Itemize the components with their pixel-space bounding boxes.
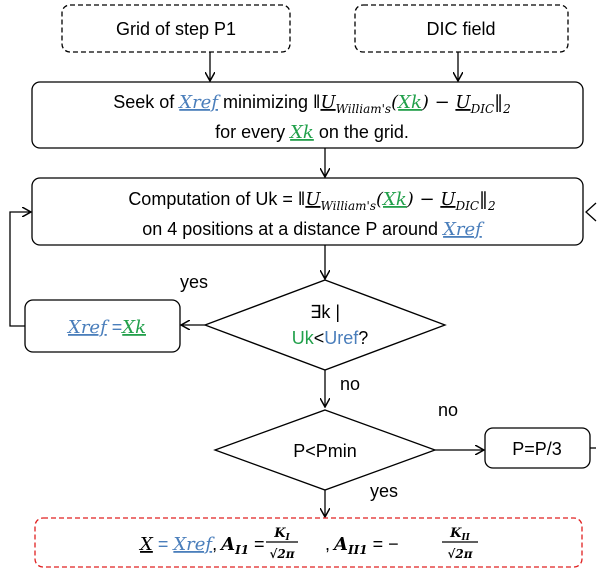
text-part: Xk [396, 92, 422, 113]
text-part: , [325, 534, 330, 554]
fraction-den: √2π [269, 547, 294, 561]
process-box [31, 81, 584, 149]
text-part: ‖ [494, 92, 503, 113]
result-text: X = Xref, AI1 = [115, 534, 280, 557]
edge-label: no [340, 374, 360, 394]
input-box [354, 4, 569, 53]
text-part: U [455, 92, 471, 113]
text-part: Seek of [113, 92, 179, 112]
text-part: Xref [171, 534, 215, 555]
edge-label: yes [180, 272, 208, 292]
node-text: for every Xk on the grid. [190, 122, 424, 143]
node-text: P<Pmin [293, 441, 357, 461]
text-part: II1 [347, 543, 368, 557]
text-part: DIC [454, 199, 479, 213]
text-part: Uref [324, 328, 359, 348]
text-part: = − [373, 534, 399, 554]
text-part: I [285, 533, 291, 543]
loop-arrowhead [585, 202, 597, 222]
text-part: X [138, 534, 154, 555]
text-part: < [314, 328, 325, 348]
text-part: , [212, 534, 217, 554]
text-part: 2 [487, 199, 496, 213]
text-part: = [107, 317, 123, 337]
node-text: Seek of Xref minimizing ‖UWilliam's(Xk) … [88, 92, 526, 117]
text-part: A [332, 534, 348, 555]
text-part: on the grid. [314, 122, 409, 142]
text-part: William's [321, 199, 376, 213]
text-part: ? [358, 328, 368, 348]
text-part: Xref [441, 219, 485, 240]
text-part: ( [376, 189, 384, 210]
node-label: DIC field [426, 19, 495, 39]
text-part: A [219, 534, 235, 555]
text-part: K [273, 526, 286, 541]
node-text: Uk<Uref? [267, 328, 384, 348]
text-part: U [305, 189, 321, 210]
text-part: Computation of Uk = ‖ [128, 189, 305, 209]
text-part: ) − [421, 92, 456, 113]
result-box [34, 517, 583, 568]
text-part: ) − [406, 189, 441, 210]
edge-label: no [438, 400, 458, 420]
text-part: Xref [66, 317, 110, 338]
text-part: on 4 positions at a distance P around [142, 219, 443, 239]
text-part: ‖ [479, 189, 488, 210]
node-label: Grid of step P1 [116, 19, 236, 39]
text-part: minimizing ‖ [218, 92, 320, 112]
node-text: ∃k | [310, 302, 340, 322]
text-part: William's [336, 102, 391, 116]
process-box [31, 177, 584, 246]
text-part: ( [391, 92, 399, 113]
text-part: Xref [177, 92, 221, 113]
fraction-num: KII [449, 526, 471, 543]
text-part: = [254, 534, 265, 554]
text-part: II [460, 533, 470, 543]
node-text: Xref =Xk [43, 317, 161, 338]
text-part: Xk [381, 189, 407, 210]
node-text: P=P/3 [512, 439, 562, 459]
fraction-den: √2π [447, 547, 472, 561]
input-box [61, 4, 291, 53]
node-text: on 4 positions at a distance P around Xr… [117, 219, 497, 240]
fraction-num: KI [273, 526, 290, 543]
text-part: Uk [292, 328, 315, 348]
text-part: Xk [120, 317, 146, 338]
result-text: , AII1 = − [300, 534, 414, 557]
decision [203, 279, 447, 371]
edge-label: yes [370, 481, 398, 501]
loop-arrow [9, 212, 30, 327]
text-part: DIC [470, 102, 495, 116]
text-part: K [449, 526, 462, 541]
text-part: = [153, 534, 174, 554]
text-part: U [440, 189, 456, 210]
node-text: Computation of Uk = ‖UWilliam's(Xk) − UD… [103, 189, 510, 214]
text-part: Xk [288, 122, 314, 143]
text-part: 2 [502, 102, 511, 116]
text-part: U [320, 92, 336, 113]
text-part: for every [215, 122, 290, 142]
text-part: I1 [234, 543, 249, 557]
